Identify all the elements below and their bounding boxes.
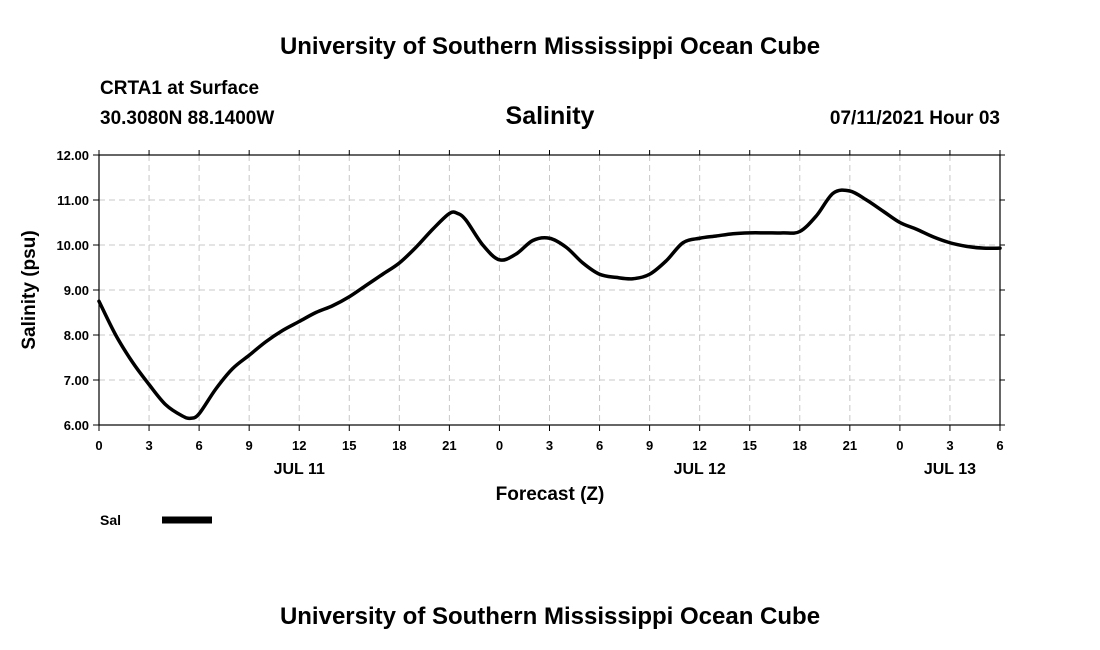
y-tick-label: 6.00 <box>64 418 89 433</box>
y-tick-label: 8.00 <box>64 328 89 343</box>
x-tick-label: 12 <box>292 438 306 453</box>
station-label: CRTA1 at Surface <box>100 78 259 99</box>
y-axis-tick-labels: 6.00 7.00 8.00 9.00 10.00 11.00 12.00 <box>56 148 89 433</box>
axis-ticks <box>93 150 1005 431</box>
x-tick-label: 15 <box>742 438 756 453</box>
x-tick-label: 18 <box>392 438 406 453</box>
y-tick-label: 12.00 <box>56 148 89 163</box>
y-tick-label: 11.00 <box>57 193 89 208</box>
x-axis-label: Forecast (Z) <box>496 484 605 505</box>
x-tick-label: 21 <box>442 438 456 453</box>
x-tick-label: 6 <box>596 438 603 453</box>
series-line-sal <box>97 188 1002 421</box>
legend-label-sal: Sal <box>100 512 121 528</box>
x-date-label: JUL 11 <box>274 461 325 478</box>
x-axis-date-labels: JUL 11 JUL 12 JUL 13 <box>274 461 977 478</box>
y-tick-label: 7.00 <box>64 373 89 388</box>
x-tick-label: 0 <box>95 438 102 453</box>
page-title-bottom: University of Southern Mississippi Ocean… <box>280 603 820 630</box>
page-title-top: University of Southern Mississippi Ocean… <box>280 33 820 60</box>
x-axis-tick-labels: 0 3 6 9 12 15 18 21 0 3 6 9 12 15 18 21 0 3 6 <box>95 438 1003 453</box>
x-date-label: JUL 13 <box>924 461 976 478</box>
x-tick-label: 0 <box>896 438 903 453</box>
x-date-label: JUL 12 <box>674 461 726 478</box>
x-tick-label: 3 <box>546 438 553 453</box>
y-tick-label: 9.00 <box>64 283 89 298</box>
x-tick-label: 21 <box>843 438 857 453</box>
x-tick-label: 9 <box>246 438 253 453</box>
x-tick-label: 0 <box>496 438 503 453</box>
coords-label: 30.3080N 88.1400W <box>100 108 274 129</box>
x-tick-label: 6 <box>195 438 202 453</box>
x-tick-label: 18 <box>793 438 807 453</box>
x-tick-label: 9 <box>646 438 653 453</box>
grid-lines <box>99 155 1000 425</box>
chart-title: Salinity <box>506 102 595 130</box>
x-tick-label: 3 <box>145 438 152 453</box>
timestamp-label: 07/11/2021 Hour 03 <box>830 108 1000 129</box>
x-tick-label: 6 <box>996 438 1003 453</box>
x-tick-label: 15 <box>342 438 356 453</box>
x-tick-label: 3 <box>946 438 953 453</box>
y-axis-label: Salinity (psu) <box>19 230 40 349</box>
y-tick-label: 10.00 <box>56 238 89 253</box>
x-tick-label: 12 <box>692 438 706 453</box>
